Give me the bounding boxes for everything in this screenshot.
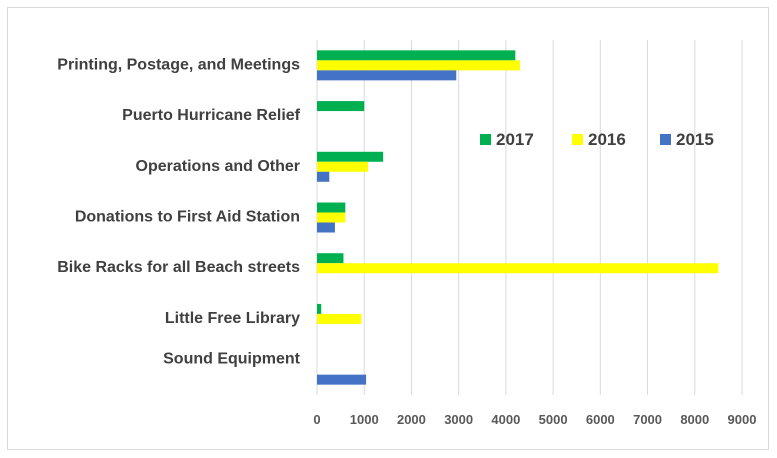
x-tick-label: 8000 [680,412,709,427]
x-tick-label: 7000 [633,412,662,427]
bar-2016 [317,60,521,71]
bar-2017 [317,151,384,162]
x-tick-label: 6000 [586,412,615,427]
bar-2017 [317,253,344,264]
category-label: Printing, Postage, and Meetings [57,56,300,73]
x-tick-label: 1000 [350,412,379,427]
bar-2016 [317,212,346,223]
x-tick-label: 5000 [539,412,568,427]
category-label: Puerto Hurricane Relief [122,107,301,124]
bar-2016 [317,313,362,324]
category-label: Operations and Other [136,158,300,175]
x-tick-label: 3000 [444,412,473,427]
bar-2015 [317,171,330,182]
chart-frame [7,7,769,450]
legend-swatch-2017 [480,134,491,145]
legend-swatch-2016 [572,134,583,145]
bar-2017 [317,101,365,112]
category-label: Donations to First Aid Station [75,209,300,226]
x-tick-labels: 0 1000 2000 3000 4000 5000 6000 7000 8000 9000 [313,412,756,427]
legend-label-2015: 2015 [676,130,714,149]
bar-2015 [317,70,457,81]
category-label: Little Free Library [165,310,300,327]
legend-swatch-2015 [660,134,671,145]
bar-2016 [317,263,719,274]
x-tick-label: 4000 [491,412,520,427]
bars [317,50,719,385]
bar-2017 [317,202,346,213]
gridlines [316,40,743,395]
x-tick-label: 0 [313,412,320,427]
category-label: Sound Equipment [163,351,301,368]
category-label: Bike Racks for all Beach streets [57,259,300,276]
x-tick-label: 2000 [397,412,426,427]
legend: 2017 2016 2015 [480,130,714,149]
legend-label-2017: 2017 [496,130,534,149]
bar-2017 [317,303,322,314]
bar-2015 [317,222,335,233]
bar-2017 [317,50,516,61]
x-tick-label: 9000 [728,412,757,427]
bar-2015 [317,374,367,385]
bar-2016 [317,161,368,172]
category-labels: Printing, Postage, and Meetings Puerto Hu… [57,56,300,367]
legend-label-2016: 2016 [588,130,626,149]
